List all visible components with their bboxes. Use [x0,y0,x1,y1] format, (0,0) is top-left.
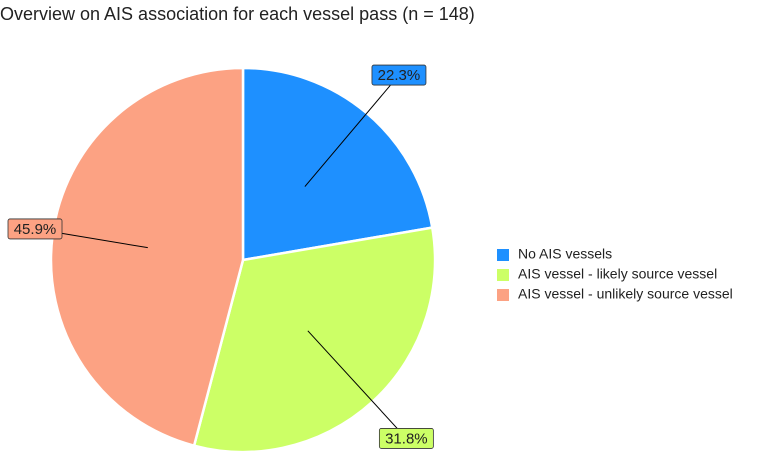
legend-swatch [497,269,509,281]
legend-swatch [497,289,509,301]
label-box [371,64,427,86]
leader-line [304,74,400,187]
value-label: 31.8% [385,430,428,447]
chart-title: Overview on AIS association for each ves… [0,4,475,24]
legend-label: No AIS vessels [518,246,612,262]
legend-label: AIS vessel - likely source vessel [518,266,717,282]
value-label: 45.9% [14,221,57,238]
leader-line [307,330,407,439]
legend-swatch [497,249,509,261]
label-box [378,428,434,449]
label-box [7,218,63,240]
legend-label: AIS vessel - unlikely source vessel [518,286,733,302]
value-label: 22.3% [378,67,421,84]
